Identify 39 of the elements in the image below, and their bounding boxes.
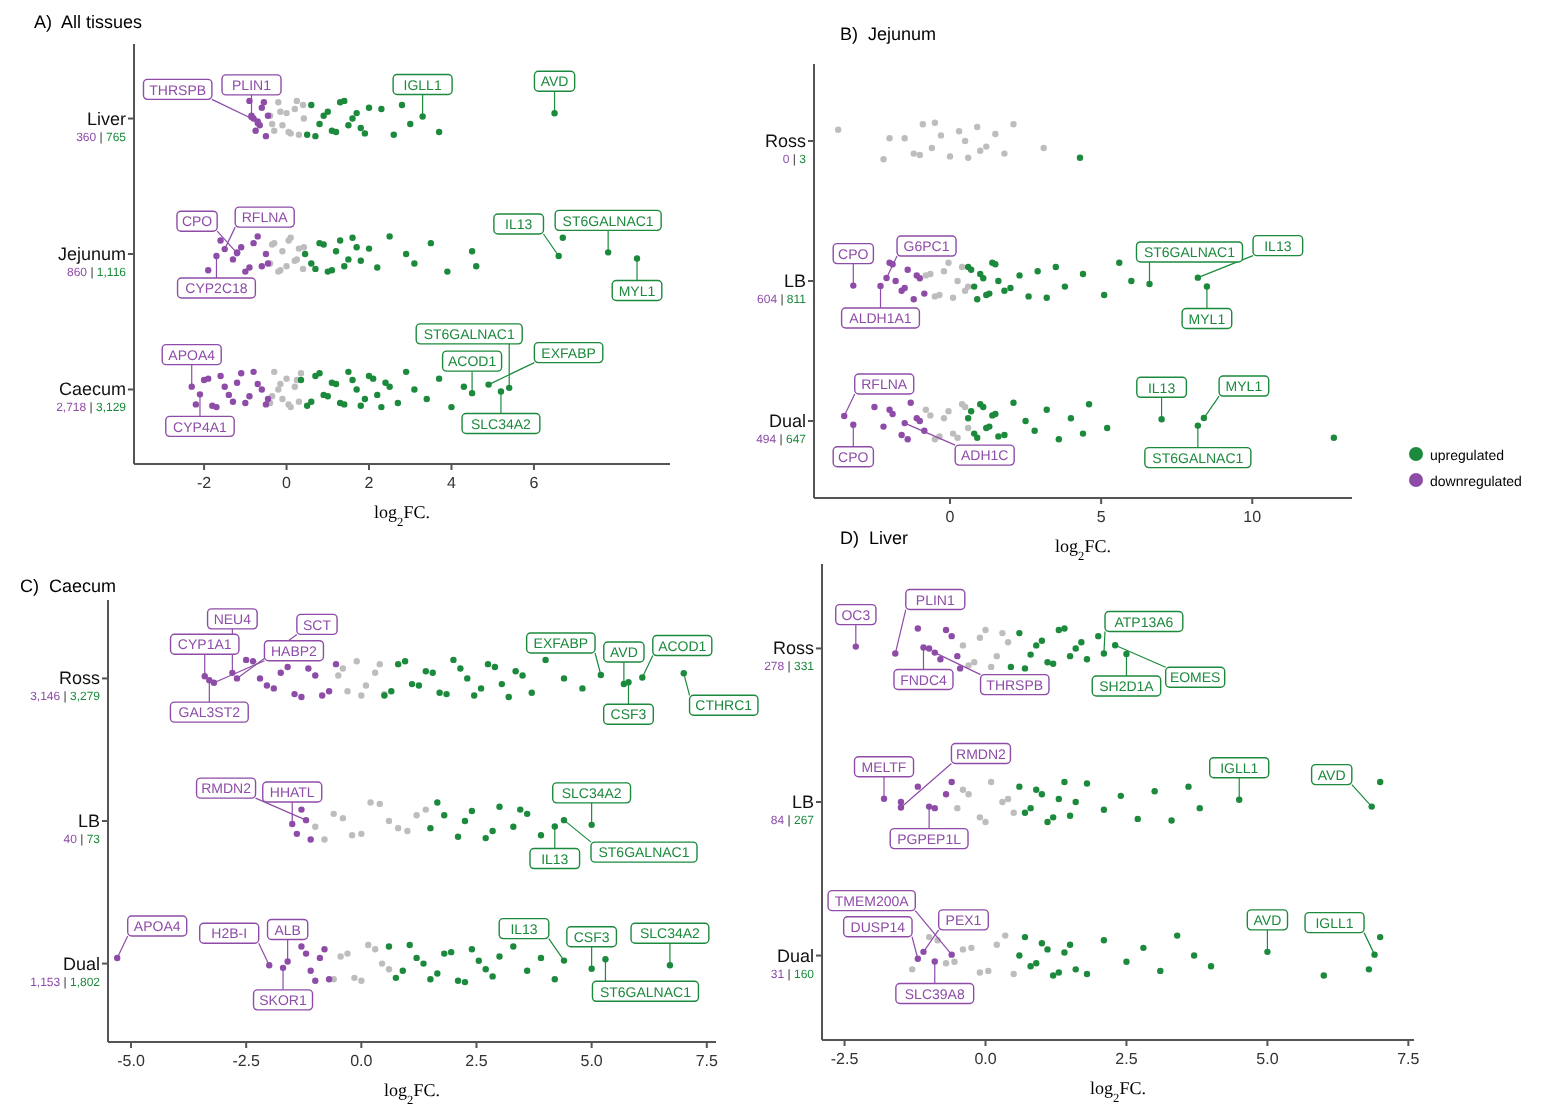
x-tick-label: 5.0 [580, 1052, 604, 1070]
y-tick-label: Caecum [58, 379, 126, 400]
y-tick-label: LB [783, 271, 806, 291]
x-tick-label: 10 [1243, 508, 1263, 526]
y-tick-label: Dual [62, 953, 100, 974]
x-tick-label: 0 [945, 508, 956, 526]
x-tick-label: 7.5 [1397, 1050, 1421, 1068]
x-tick-label: 0.0 [350, 1052, 374, 1070]
x-tick-label: 2.5 [465, 1052, 489, 1070]
y-tick-label: Liver [86, 108, 126, 129]
x-tick-label: 0.0 [974, 1050, 998, 1068]
y-tick-label: LB [791, 792, 814, 812]
x-axis-title: log$_{2}$FC. [1055, 536, 1111, 563]
x-tick-label: 0 [282, 474, 293, 492]
x-axis-title: log$_{2}$FC. [374, 502, 430, 529]
y-tick-label: Jejunum [57, 244, 126, 264]
chart-title: B) Jejunum [840, 24, 937, 44]
x-tick-label: 6 [529, 474, 540, 492]
chart-title: A) All tissues [34, 12, 144, 32]
x-tick-label: 2 [364, 474, 375, 492]
x-tick-label: 5 [1096, 508, 1107, 526]
y-tick-label: Ross [764, 131, 807, 151]
x-tick-label: 2.5 [1115, 1050, 1139, 1068]
y-tick-label: Dual [768, 411, 806, 431]
y-tick-label: Dual [776, 945, 814, 966]
x-axis-title: log$_{2}$FC. [1090, 1078, 1146, 1105]
x-tick-label: 5.0 [1256, 1050, 1280, 1068]
x-tick-label: -2.5 [232, 1052, 262, 1070]
y-tick-label: Ross [58, 668, 101, 689]
y-tick-label: LB [77, 811, 100, 831]
x-tick-label: -5.0 [117, 1052, 146, 1070]
x-tick-label: 7.5 [695, 1052, 720, 1070]
x-tick-label: -2.5 [830, 1050, 860, 1068]
x-tick-label: -2 [196, 474, 213, 492]
chart-title: D) Liver [840, 528, 909, 548]
x-tick-label: 4 [447, 474, 458, 492]
chart-title: C) Caecum [20, 576, 117, 596]
y-tick-label: Ross [772, 638, 815, 659]
x-axis-title: log$_{2}$FC. [384, 1080, 440, 1107]
